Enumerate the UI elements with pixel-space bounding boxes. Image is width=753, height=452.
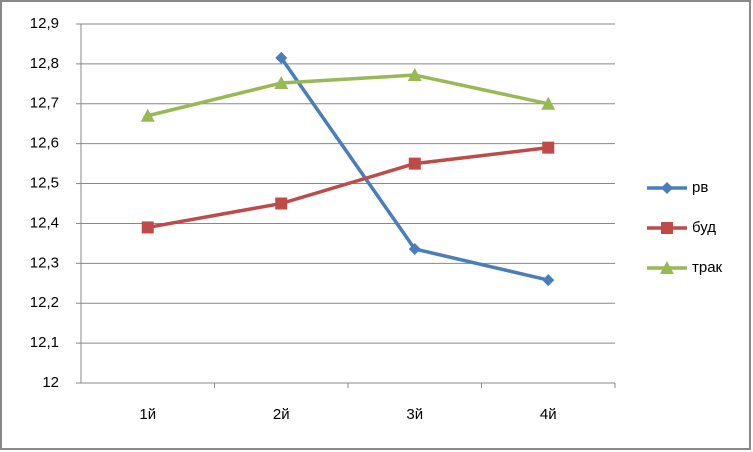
y-tick-label: 12,3 xyxy=(30,254,59,271)
y-tick-label: 12,2 xyxy=(30,294,59,311)
x-tick-label: 2й xyxy=(273,406,290,423)
data-point xyxy=(408,242,421,255)
legend-label: трак xyxy=(692,259,723,276)
legend-marker xyxy=(661,182,673,194)
y-tick-label: 12 xyxy=(42,374,59,391)
data-point xyxy=(275,51,288,64)
y-tick-label: 12,4 xyxy=(30,214,59,231)
data-point xyxy=(407,68,422,82)
x-tick-label: 3й xyxy=(406,406,423,423)
data-point xyxy=(541,96,556,110)
y-tick-label: 12,6 xyxy=(30,135,59,152)
data-point xyxy=(275,197,288,210)
y-tick-label: 12,7 xyxy=(30,95,59,112)
data-point xyxy=(408,157,421,170)
legend-marker xyxy=(661,222,673,234)
series-line xyxy=(147,145,549,230)
data-point xyxy=(274,76,289,90)
y-tick-label: 12,5 xyxy=(30,175,59,192)
legend-marker xyxy=(660,261,674,274)
data-point xyxy=(141,221,154,234)
data-point xyxy=(542,141,555,154)
series-line xyxy=(147,73,549,118)
legend-label: буд xyxy=(692,219,716,236)
y-tick-label: 12,9 xyxy=(30,15,59,32)
x-tick-label: 1й xyxy=(139,406,156,423)
y-tick-label: 12,1 xyxy=(30,334,59,351)
data-point xyxy=(140,108,155,122)
x-tick-label: 4й xyxy=(540,406,557,423)
data-point xyxy=(542,274,555,287)
y-tick-label: 12,8 xyxy=(30,55,59,72)
legend-label: рв xyxy=(692,179,708,196)
